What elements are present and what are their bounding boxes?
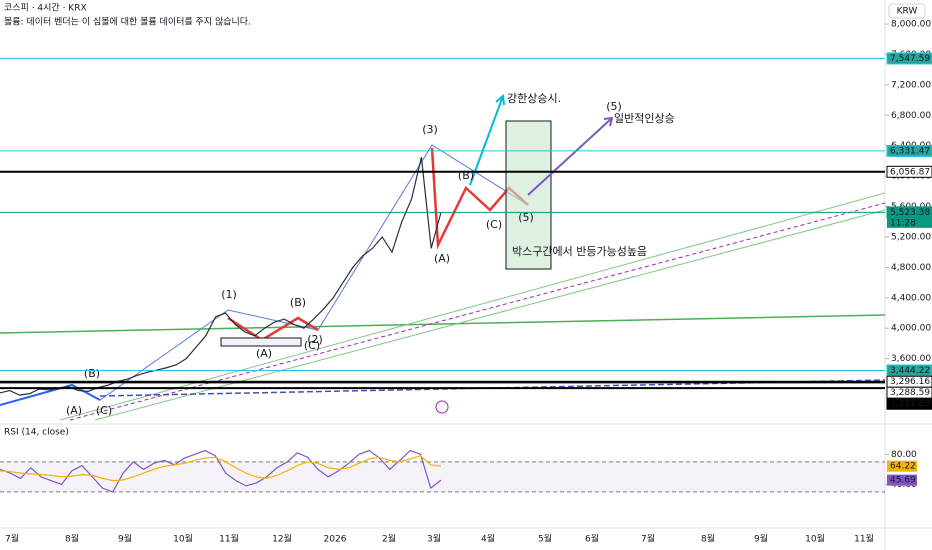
value-label: 45.69 xyxy=(890,476,916,486)
y-tick-label: 3,600.00 xyxy=(891,354,931,364)
price-label: 6,331.47 xyxy=(890,146,930,156)
channel xyxy=(94,209,886,421)
y-tick-label: 4,400.00 xyxy=(891,293,931,303)
y-tick-label: 7,200.00 xyxy=(891,80,931,90)
x-tick-label: 7월 xyxy=(641,533,655,545)
x-tick-label: 10월 xyxy=(173,533,193,545)
price-label: 5,523.38 xyxy=(890,208,930,218)
x-tick-label: 8월 xyxy=(701,533,715,545)
series-line xyxy=(0,455,442,482)
value-label-box xyxy=(887,474,917,486)
event-icon[interactable] xyxy=(435,400,449,414)
price-label: 3,288.59 xyxy=(890,388,930,398)
x-tick-label: 9월 xyxy=(754,533,768,545)
price-label-box xyxy=(886,144,932,157)
price-label: 3,211.88 xyxy=(890,399,930,409)
countdown-box xyxy=(887,217,932,228)
wave-label: (1) xyxy=(221,288,237,301)
y-tick-label: 6,800.00 xyxy=(891,111,931,121)
wave-label: (2) xyxy=(307,333,323,346)
wave-label: (B) xyxy=(84,367,100,380)
x-tick-label: 4월 xyxy=(481,533,495,545)
currency: KRW xyxy=(897,7,918,17)
x-tick-label: 8월 xyxy=(65,533,79,545)
countdown: 11:28 xyxy=(890,218,916,228)
x-tick-label: 11월 xyxy=(219,533,239,545)
wave-label: (5) xyxy=(518,211,534,224)
currency-box[interactable] xyxy=(888,3,926,19)
price-label-box xyxy=(886,165,932,178)
note: 강한상승시. xyxy=(507,92,561,105)
x-tick-label: 10월 xyxy=(805,533,825,545)
x-tick-label: 2026 xyxy=(324,535,347,545)
rsi-title: RSI (14, close) xyxy=(4,428,69,438)
price-label: 3,444.22 xyxy=(890,366,930,376)
wave-label: (A) xyxy=(256,347,272,360)
arrow xyxy=(527,117,613,196)
wave-label: (C) xyxy=(486,218,502,231)
price-label: 3,296.16 xyxy=(890,377,930,387)
price-label: 6,056.87 xyxy=(890,167,930,177)
box xyxy=(220,337,302,347)
x-tick-label: 2월 xyxy=(382,533,396,545)
wave-label: (A) xyxy=(434,252,450,265)
wave xyxy=(0,383,101,406)
wave-label: (5) xyxy=(606,100,622,113)
x-tick-label: 12월 xyxy=(272,533,292,545)
wave-label: (C) xyxy=(96,404,112,417)
x-tick-label: 9월 xyxy=(118,533,132,545)
price-label: 7,547.59 xyxy=(890,54,930,64)
wave-label: (A) xyxy=(66,404,82,417)
value-label-box xyxy=(887,460,917,472)
value-label: 64.22 xyxy=(890,462,916,472)
wave-label: (B) xyxy=(290,296,306,309)
y-tick-label: 4,000.00 xyxy=(891,324,931,334)
price-label-box xyxy=(886,397,932,410)
wave-label: (3) xyxy=(422,123,438,136)
x-tick-label: 7월 xyxy=(5,533,19,545)
channel-mid xyxy=(69,202,886,421)
arrow-head xyxy=(495,94,505,106)
symbol: 코스피 · 4시간 · KRX xyxy=(4,3,87,14)
notice: 볼륨: 데이터 벤더는 이 심볼에 대한 볼륨 데이터를 주지 않습니다. xyxy=(4,17,251,28)
trendline xyxy=(0,314,886,334)
y-tick-label: 4,800.00 xyxy=(891,263,931,273)
y-tick-label: 5,200.00 xyxy=(891,232,931,242)
price-label-box xyxy=(886,52,932,65)
series-line xyxy=(0,449,442,493)
note: 일반적인상승 xyxy=(614,111,675,125)
y-tick-label: 80.00 xyxy=(891,450,917,460)
x-tick-label: 6월 xyxy=(585,533,599,545)
note: 박스구간에서 반등가능성높음 xyxy=(512,245,647,258)
arrow xyxy=(469,95,504,186)
x-tick-label: 3월 xyxy=(427,533,441,545)
x-tick-label: 11월 xyxy=(854,533,874,545)
arrow-head xyxy=(603,116,614,127)
y-tick-label: 8,000.00 xyxy=(891,20,931,30)
wave-label: (C) xyxy=(304,339,320,352)
x-tick-label: 5월 xyxy=(538,533,552,545)
